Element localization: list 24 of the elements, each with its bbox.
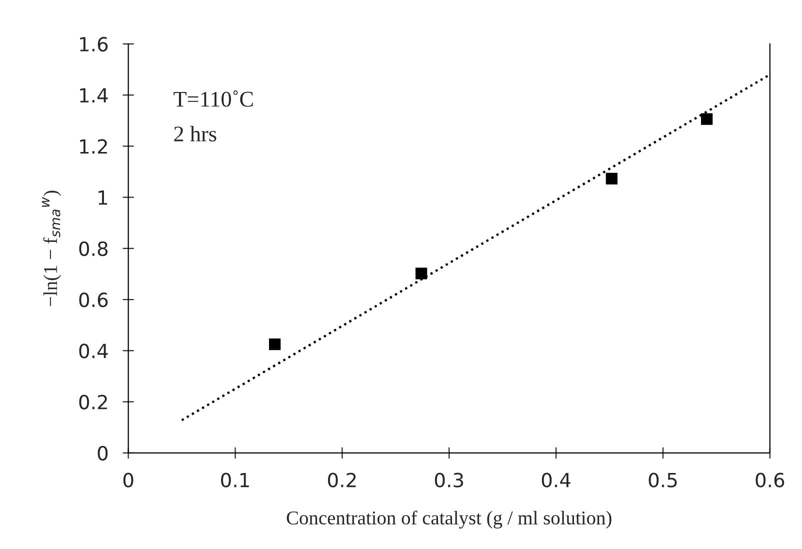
y-tick-label: 1 bbox=[98, 190, 108, 205]
y-tick-label: 1.6 bbox=[80, 36, 108, 52]
x-tick-label: 0.3 bbox=[434, 472, 464, 488]
x-tick-label: 0.4 bbox=[542, 472, 570, 488]
x-tick-label: 0.1 bbox=[221, 472, 249, 488]
x-tick-label: 0.5 bbox=[648, 472, 677, 488]
y-tick-label: 0.2 bbox=[79, 394, 107, 410]
y-tick-label: 0.4 bbox=[79, 344, 108, 358]
y-tick-label: 1.4 bbox=[80, 88, 108, 102]
y-tick-label: 1.2 bbox=[80, 139, 107, 154]
y-tick-label: 0 bbox=[98, 446, 108, 461]
point bbox=[701, 113, 713, 125]
y-tick-label: 0.6 bbox=[79, 292, 108, 308]
point bbox=[416, 268, 428, 280]
y-tick-label: 0.8 bbox=[79, 241, 108, 256]
x-tick-label: 0 bbox=[123, 472, 134, 488]
annotation: 2 hrs bbox=[174, 126, 216, 142]
x-tick-label: 0.6 bbox=[756, 472, 784, 488]
y-axis-title: −ln(1 − f$_{sma}$$^{w}$) bbox=[42, 190, 62, 306]
point bbox=[269, 338, 281, 350]
annotation: T=110˚C bbox=[174, 90, 253, 107]
x-tick-label: 0.2 bbox=[328, 472, 356, 488]
x-axis-title: Concentration of catalyst (g / ml solution) bbox=[286, 510, 612, 529]
point bbox=[606, 172, 618, 184]
